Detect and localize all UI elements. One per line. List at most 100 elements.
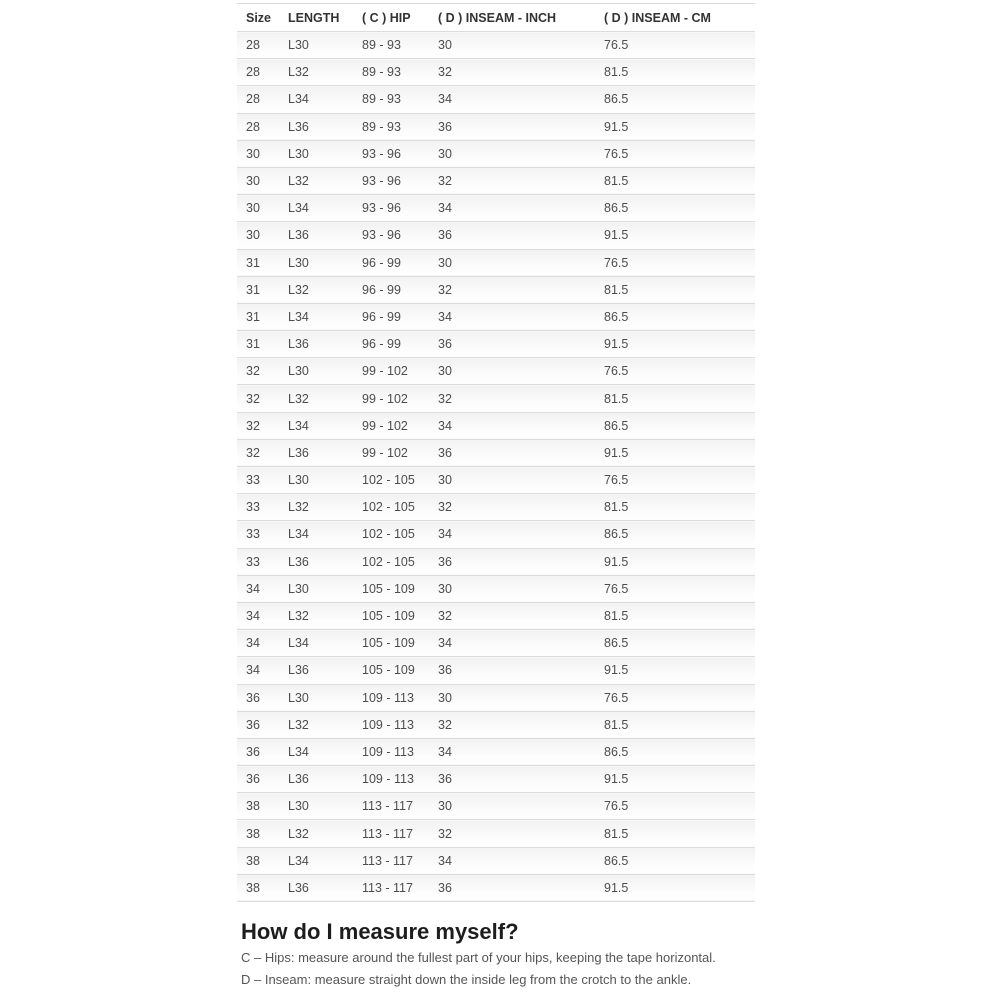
table-cell: 30: [429, 466, 595, 494]
table-cell: L34: [279, 194, 353, 222]
table-cell: 34: [237, 602, 279, 630]
table-cell: 99 - 102: [353, 384, 429, 413]
table-cell: 32: [429, 384, 595, 413]
table-cell: 91.5: [595, 113, 755, 141]
table-row: 33 L36 102 - 105 36 91.5: [237, 548, 755, 576]
table-cell: 86.5: [595, 85, 755, 114]
table-cell: L32: [279, 493, 353, 521]
table-cell: 76.5: [595, 249, 755, 277]
table-cell: 93 - 96: [353, 194, 429, 222]
table-row: 30 L34 93 - 96 34 86.5: [237, 194, 755, 222]
table-cell: L34: [279, 520, 353, 549]
table-cell: L32: [279, 711, 353, 739]
table-cell: 33: [237, 548, 279, 576]
table-cell: 89 - 93: [353, 85, 429, 114]
table-cell: 36: [429, 439, 595, 467]
table-cell: 89 - 93: [353, 31, 429, 59]
table-cell: 81.5: [595, 167, 755, 195]
table-cell: L30: [279, 792, 353, 820]
table-cell: 28: [237, 58, 279, 86]
table-cell: L36: [279, 330, 353, 358]
table-cell: 81.5: [595, 384, 755, 413]
table-cell: 86.5: [595, 520, 755, 549]
table-cell: L36: [279, 874, 353, 902]
size-chart-body: 28 L30 89 - 93 30 76.5 28 L32 89 - 93 32 81.5 28 L3…: [237, 31, 755, 902]
table-cell: 102 - 105: [353, 548, 429, 576]
table-cell: 76.5: [595, 466, 755, 494]
table-cell: 32: [237, 357, 279, 385]
table-cell: 38: [237, 847, 279, 875]
table-cell: 93 - 96: [353, 167, 429, 195]
table-cell: 30: [429, 140, 595, 168]
table-cell: L32: [279, 276, 353, 304]
table-cell: 113 - 117: [353, 819, 429, 848]
table-cell: L36: [279, 113, 353, 141]
table-cell: 33: [237, 493, 279, 521]
table-cell: L32: [279, 819, 353, 848]
table-row: 31 L36 96 - 99 36 91.5: [237, 330, 755, 358]
table-row: 36 L36 109 - 113 36 91.5: [237, 765, 755, 793]
table-row: 34 L36 105 - 109 36 91.5: [237, 656, 755, 684]
table-cell: 105 - 109: [353, 602, 429, 630]
table-cell: L36: [279, 439, 353, 467]
table-cell: 81.5: [595, 276, 755, 304]
table-row: 31 L32 96 - 99 32 81.5: [237, 276, 755, 304]
table-row: 30 L30 93 - 96 30 76.5: [237, 140, 755, 168]
table-cell: 81.5: [595, 711, 755, 739]
table-cell: 105 - 109: [353, 656, 429, 684]
table-row: 31 L30 96 - 99 30 76.5: [237, 249, 755, 277]
table-row: 38 L34 113 - 117 34 86.5: [237, 847, 755, 875]
table-cell: 30: [237, 167, 279, 195]
table-cell: 30: [237, 221, 279, 249]
table-cell: 113 - 117: [353, 847, 429, 875]
table-cell: 96 - 99: [353, 303, 429, 331]
table-cell: 36: [429, 330, 595, 358]
table-cell: L34: [279, 412, 353, 440]
table-cell: 31: [237, 330, 279, 358]
table-cell: L32: [279, 602, 353, 630]
table-row: 28 L34 89 - 93 34 86.5: [237, 85, 755, 114]
table-cell: 38: [237, 819, 279, 848]
table-cell: 96 - 99: [353, 276, 429, 304]
table-cell: L32: [279, 167, 353, 195]
table-cell: 109 - 113: [353, 765, 429, 793]
column-header: LENGTH: [288, 10, 340, 25]
table-cell: L36: [279, 548, 353, 576]
table-cell: L34: [279, 629, 353, 657]
table-cell: 28: [237, 31, 279, 59]
table-row: 36 L34 109 - 113 34 86.5: [237, 738, 755, 766]
table-row: 38 L30 113 - 117 30 76.5: [237, 792, 755, 820]
table-cell: L30: [279, 357, 353, 385]
table-cell: 28: [237, 113, 279, 141]
table-cell: 30: [237, 194, 279, 222]
table-cell: 113 - 117: [353, 792, 429, 820]
table-cell: 91.5: [595, 330, 755, 358]
table-row: 34 L32 105 - 109 32 81.5: [237, 602, 755, 630]
table-cell: 33: [237, 466, 279, 494]
table-cell: 32: [429, 711, 595, 739]
table-cell: 96 - 99: [353, 330, 429, 358]
table-cell: 31: [237, 303, 279, 331]
table-cell: 34: [429, 738, 595, 766]
table-cell: 32: [429, 167, 595, 195]
table-row: 32 L34 99 - 102 34 86.5: [237, 412, 755, 440]
table-cell: 76.5: [595, 575, 755, 603]
table-cell: 96 - 99: [353, 249, 429, 277]
table-cell: 30: [429, 684, 595, 712]
table-cell: 93 - 96: [353, 140, 429, 168]
table-cell: 32: [429, 602, 595, 630]
table-cell: L36: [279, 765, 353, 793]
table-cell: 91.5: [595, 439, 755, 467]
table-cell: 105 - 109: [353, 629, 429, 657]
table-cell: 36: [429, 656, 595, 684]
table-cell: 99 - 102: [353, 412, 429, 440]
table-cell: 113 - 117: [353, 874, 429, 902]
table-cell: 32: [429, 819, 595, 848]
table-cell: 34: [429, 629, 595, 657]
table-cell: 28: [237, 85, 279, 114]
table-cell: 93 - 96: [353, 221, 429, 249]
table-cell: 30: [429, 357, 595, 385]
table-cell: 33: [237, 520, 279, 549]
table-cell: L36: [279, 221, 353, 249]
table-cell: 86.5: [595, 412, 755, 440]
